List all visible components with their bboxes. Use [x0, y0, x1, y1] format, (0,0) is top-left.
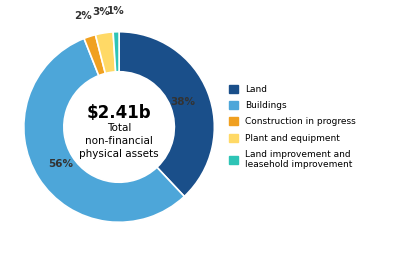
Text: Total
non-financial
physical assets: Total non-financial physical assets — [79, 123, 159, 160]
Wedge shape — [113, 32, 119, 72]
Text: 2%: 2% — [74, 11, 92, 21]
Text: $2.41b: $2.41b — [87, 104, 151, 122]
Text: 56%: 56% — [49, 159, 74, 169]
Wedge shape — [119, 32, 214, 196]
Wedge shape — [84, 35, 105, 76]
Text: 3%: 3% — [92, 7, 110, 17]
Wedge shape — [24, 38, 184, 222]
Legend: Land, Buildings, Construction in progress, Plant and equipment, Land improvement: Land, Buildings, Construction in progres… — [226, 82, 359, 172]
Text: 38%: 38% — [170, 97, 195, 107]
Wedge shape — [95, 32, 116, 73]
Text: 1%: 1% — [106, 6, 124, 16]
